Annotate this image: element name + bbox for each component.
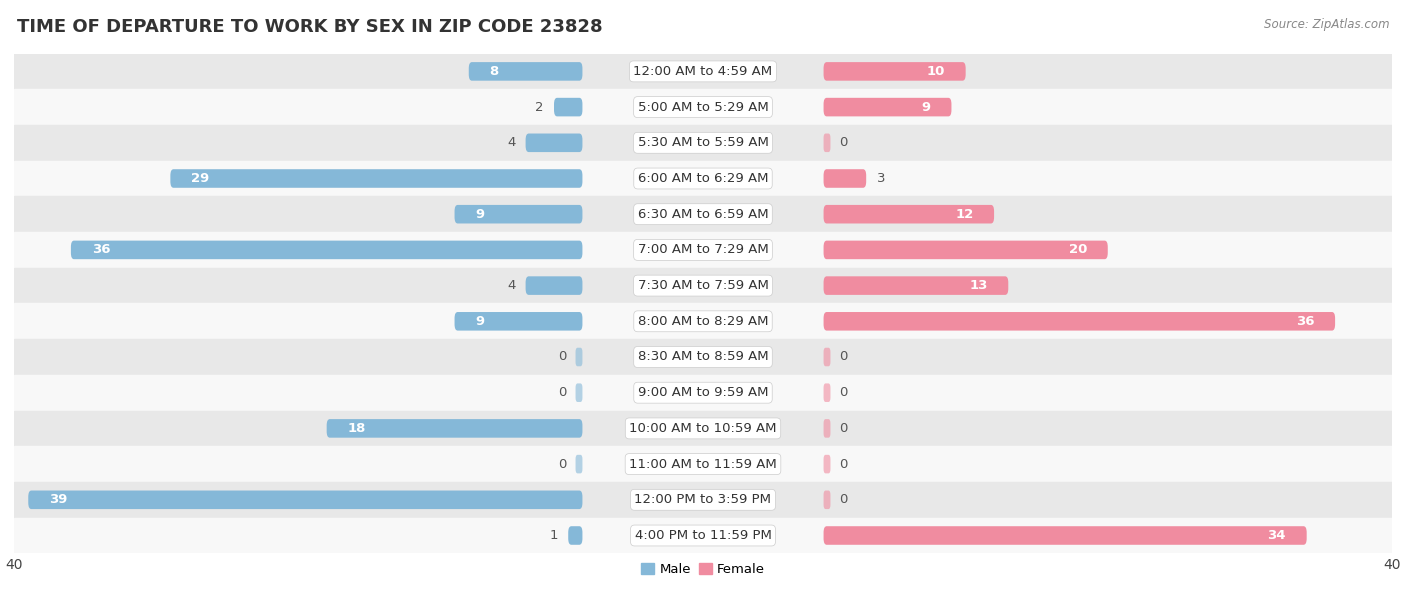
Bar (14, 411, 1392, 446)
Bar (14, 161, 1392, 196)
Bar (14, 54, 1392, 89)
FancyBboxPatch shape (526, 133, 582, 152)
Text: 8:00 AM to 8:29 AM: 8:00 AM to 8:29 AM (638, 315, 768, 328)
FancyBboxPatch shape (824, 526, 1306, 545)
Text: 8:30 AM to 8:59 AM: 8:30 AM to 8:59 AM (638, 350, 768, 364)
Text: 6:30 AM to 6:59 AM: 6:30 AM to 6:59 AM (638, 208, 768, 221)
Bar (14, 268, 1392, 303)
Text: 9: 9 (475, 315, 484, 328)
FancyBboxPatch shape (824, 383, 831, 402)
Text: 0: 0 (839, 458, 848, 471)
FancyBboxPatch shape (824, 276, 1008, 295)
Bar (14, 232, 1392, 268)
FancyBboxPatch shape (526, 276, 582, 295)
Text: 39: 39 (49, 493, 67, 506)
Text: 5:30 AM to 5:59 AM: 5:30 AM to 5:59 AM (637, 136, 769, 149)
FancyBboxPatch shape (568, 526, 582, 545)
FancyBboxPatch shape (824, 455, 831, 474)
Text: 11:00 AM to 11:59 AM: 11:00 AM to 11:59 AM (628, 458, 778, 471)
Text: 36: 36 (91, 243, 110, 256)
Text: 34: 34 (1268, 529, 1286, 542)
Text: 9: 9 (475, 208, 484, 221)
Text: 12:00 PM to 3:59 PM: 12:00 PM to 3:59 PM (634, 493, 772, 506)
FancyBboxPatch shape (454, 312, 582, 331)
Bar (14, 482, 1392, 518)
Text: 8: 8 (489, 65, 499, 78)
Text: 7:00 AM to 7:29 AM: 7:00 AM to 7:29 AM (638, 243, 768, 256)
Text: 4:00 PM to 11:59 PM: 4:00 PM to 11:59 PM (634, 529, 772, 542)
Text: 1: 1 (550, 529, 558, 542)
Bar (14, 303, 1392, 339)
FancyBboxPatch shape (170, 169, 582, 188)
FancyBboxPatch shape (824, 490, 831, 509)
Bar (14, 89, 1392, 125)
Text: Source: ZipAtlas.com: Source: ZipAtlas.com (1264, 18, 1389, 31)
Legend: Male, Female: Male, Female (636, 558, 770, 582)
Text: 18: 18 (347, 422, 366, 435)
FancyBboxPatch shape (326, 419, 582, 438)
Text: 4: 4 (508, 279, 515, 292)
Text: 9: 9 (922, 101, 931, 114)
FancyBboxPatch shape (824, 169, 866, 188)
Bar (14, 446, 1392, 482)
Text: 5:00 AM to 5:29 AM: 5:00 AM to 5:29 AM (638, 101, 768, 114)
Text: 12: 12 (955, 208, 973, 221)
FancyBboxPatch shape (28, 490, 582, 509)
Text: 0: 0 (558, 458, 567, 471)
Bar (14, 339, 1392, 375)
FancyBboxPatch shape (824, 205, 994, 224)
FancyBboxPatch shape (454, 205, 582, 224)
Bar (14, 196, 1392, 232)
FancyBboxPatch shape (824, 347, 831, 367)
FancyBboxPatch shape (824, 62, 966, 81)
Text: 2: 2 (536, 101, 544, 114)
FancyBboxPatch shape (468, 62, 582, 81)
Text: 0: 0 (558, 350, 567, 364)
Text: 0: 0 (839, 350, 848, 364)
Text: 0: 0 (839, 493, 848, 506)
Text: 12:00 AM to 4:59 AM: 12:00 AM to 4:59 AM (634, 65, 772, 78)
FancyBboxPatch shape (824, 98, 952, 117)
FancyBboxPatch shape (575, 347, 582, 367)
Text: 9:00 AM to 9:59 AM: 9:00 AM to 9:59 AM (638, 386, 768, 399)
Text: 10:00 AM to 10:59 AM: 10:00 AM to 10:59 AM (630, 422, 776, 435)
Text: 13: 13 (969, 279, 987, 292)
Text: 6:00 AM to 6:29 AM: 6:00 AM to 6:29 AM (638, 172, 768, 185)
FancyBboxPatch shape (575, 455, 582, 474)
FancyBboxPatch shape (70, 240, 582, 259)
FancyBboxPatch shape (554, 98, 582, 117)
Bar (14, 125, 1392, 161)
Text: 10: 10 (927, 65, 945, 78)
FancyBboxPatch shape (824, 312, 1336, 331)
Text: 0: 0 (558, 386, 567, 399)
Bar (14, 518, 1392, 553)
FancyBboxPatch shape (824, 133, 831, 152)
Text: 0: 0 (839, 136, 848, 149)
Text: 36: 36 (1296, 315, 1315, 328)
Text: 0: 0 (839, 386, 848, 399)
Text: TIME OF DEPARTURE TO WORK BY SEX IN ZIP CODE 23828: TIME OF DEPARTURE TO WORK BY SEX IN ZIP … (17, 18, 603, 36)
FancyBboxPatch shape (824, 419, 831, 438)
Text: 3: 3 (876, 172, 884, 185)
FancyBboxPatch shape (575, 383, 582, 402)
FancyBboxPatch shape (824, 240, 1108, 259)
Text: 29: 29 (191, 172, 209, 185)
Text: 0: 0 (839, 422, 848, 435)
Bar (14, 375, 1392, 411)
Text: 7:30 AM to 7:59 AM: 7:30 AM to 7:59 AM (637, 279, 769, 292)
Text: 20: 20 (1069, 243, 1087, 256)
Text: 4: 4 (508, 136, 515, 149)
